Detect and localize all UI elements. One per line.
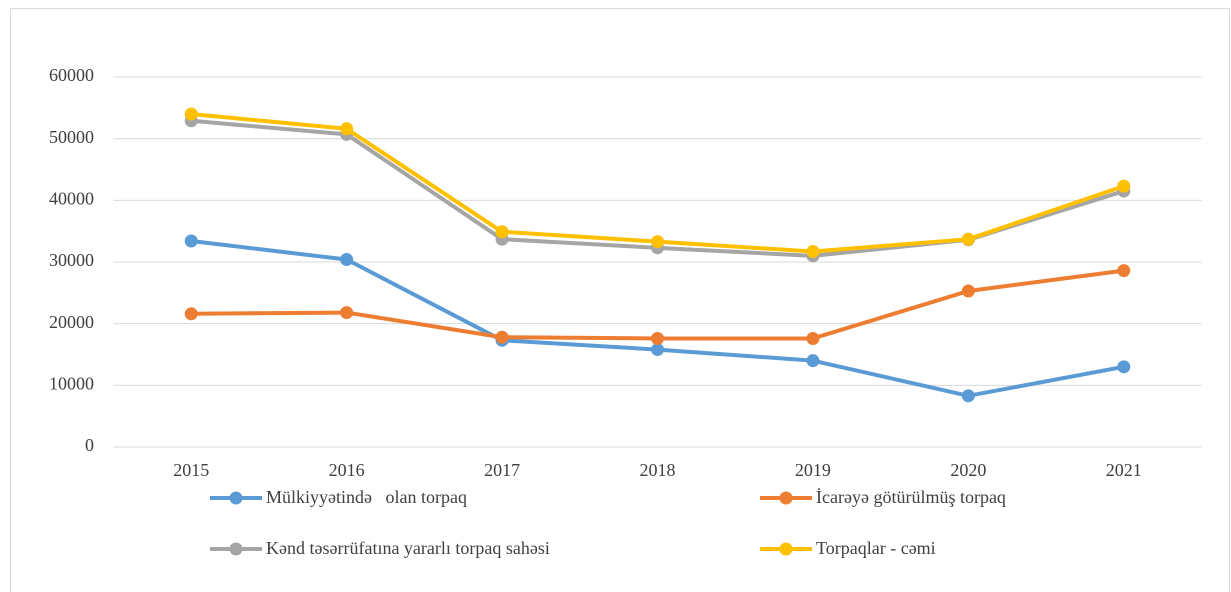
- y-tick-label: 40000: [49, 188, 94, 208]
- y-tick-label: 60000: [49, 65, 94, 85]
- legend-swatch-marker: [779, 491, 793, 505]
- data-point: [184, 307, 198, 321]
- data-point: [961, 284, 975, 298]
- legend-entry: İcarəyə götürülmüş torpaq: [816, 487, 1006, 507]
- data-point: [961, 232, 975, 246]
- legend-swatch-marker: [229, 542, 243, 556]
- x-tick-label: 2021: [1106, 460, 1142, 480]
- x-tick-label: 2017: [484, 460, 520, 480]
- data-point: [184, 107, 198, 121]
- data-point: [1117, 264, 1131, 278]
- x-tick-label: 2015: [173, 460, 209, 480]
- data-point: [495, 225, 509, 239]
- data-point: [651, 331, 664, 345]
- y-tick-label: 10000: [49, 373, 94, 393]
- legend-label: Torpaqlar - cəmi: [816, 538, 936, 558]
- x-tick-label: 2018: [640, 460, 676, 480]
- data-point: [806, 331, 820, 345]
- legend-swatch-marker: [229, 491, 243, 505]
- data-point: [184, 234, 198, 248]
- data-point: [1117, 360, 1131, 374]
- data-point: [651, 343, 664, 357]
- y-tick-label: 0: [85, 435, 94, 455]
- legend-label: Kənd təsərrüfatına yararlı torpaq sahəsi: [266, 538, 550, 558]
- x-tick-label: 2020: [950, 460, 986, 480]
- data-point: [340, 253, 354, 267]
- legend-swatch-marker: [779, 542, 793, 556]
- legend-entry: Torpaqlar - cəmi: [816, 538, 936, 558]
- legend-label: Mülkiyyətində olan torpaq: [266, 487, 467, 507]
- data-point: [651, 235, 664, 249]
- data-point: [495, 330, 509, 344]
- data-point: [961, 389, 975, 403]
- data-point: [1117, 179, 1131, 193]
- data-point: [340, 122, 354, 136]
- y-tick-label: 30000: [49, 250, 94, 270]
- y-tick-label: 50000: [49, 127, 94, 147]
- x-tick-label: 2016: [329, 460, 365, 480]
- x-tick-label: 2019: [795, 460, 831, 480]
- legend-entry: Kənd təsərrüfatına yararlı torpaq sahəsi: [266, 538, 550, 558]
- data-point: [806, 354, 820, 368]
- legend-entry: Mülkiyyətində olan torpaq: [266, 487, 467, 507]
- data-point: [806, 245, 820, 259]
- y-tick-label: 20000: [49, 312, 94, 332]
- legend-label: İcarəyə götürülmüş torpaq: [816, 487, 1006, 507]
- data-point: [340, 306, 354, 320]
- chart-border: [10, 8, 1230, 592]
